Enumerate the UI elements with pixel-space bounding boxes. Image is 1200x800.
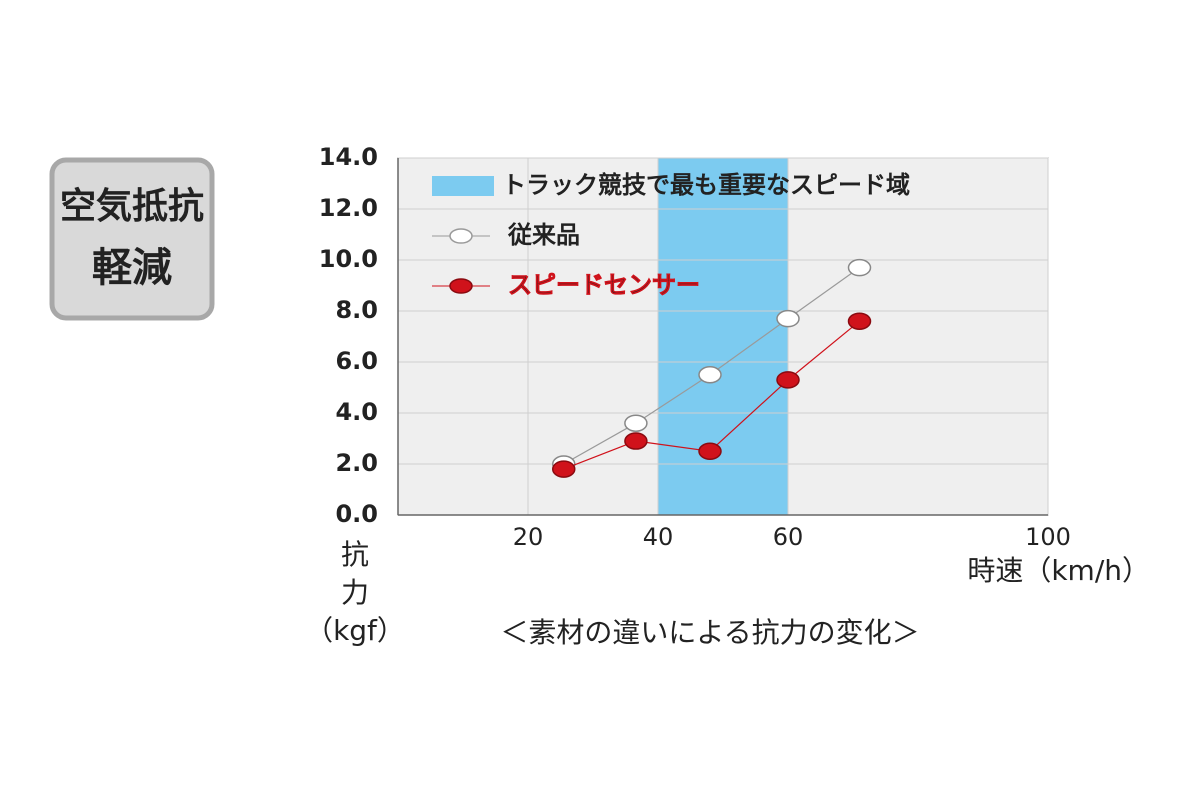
data-point [552,460,576,478]
legend-marker [449,228,473,244]
y-tick-label: 14.0 [319,143,378,171]
x-tick-label: 100 [1025,523,1071,551]
x-tick-label: 20 [513,523,544,551]
legend-marker [449,278,473,294]
y-axis-label: 抗 [341,538,369,571]
data-point [698,366,722,384]
y-tick-label: 0.0 [335,500,378,528]
highlight-band [658,158,788,515]
badge-line: 空気抵抗 [60,185,204,227]
legend-label: スピードセンサー [508,271,700,299]
badge-line: 軽減 [92,245,172,291]
legend-swatch [432,176,494,196]
data-point [776,371,800,389]
y-tick-label: 6.0 [335,347,378,375]
data-point [624,432,648,450]
x-tick-label: 60 [773,523,804,551]
legend-label: トラック競技で最も重要なスピード域 [502,171,910,199]
y-tick-label: 2.0 [335,449,378,477]
data-point [847,312,872,330]
y-tick-label: 12.0 [319,194,378,222]
badge-box [49,157,215,321]
data-point [698,442,722,460]
x-axis-label: 時速（km/h） [967,554,1150,587]
data-point [847,258,872,277]
y-axis-label: （kgf） [305,614,405,647]
legend-label: 従来品 [507,221,580,249]
data-point [776,309,800,328]
data-point [624,414,648,432]
caption: ＜素材の違いによる抗力の変化＞ [500,616,919,649]
x-tick-label: 40 [643,523,674,551]
y-tick-label: 8.0 [335,296,378,324]
y-axis-label: 力 [341,576,369,609]
y-tick-label: 10.0 [319,245,378,273]
y-tick-label: 4.0 [335,398,378,426]
